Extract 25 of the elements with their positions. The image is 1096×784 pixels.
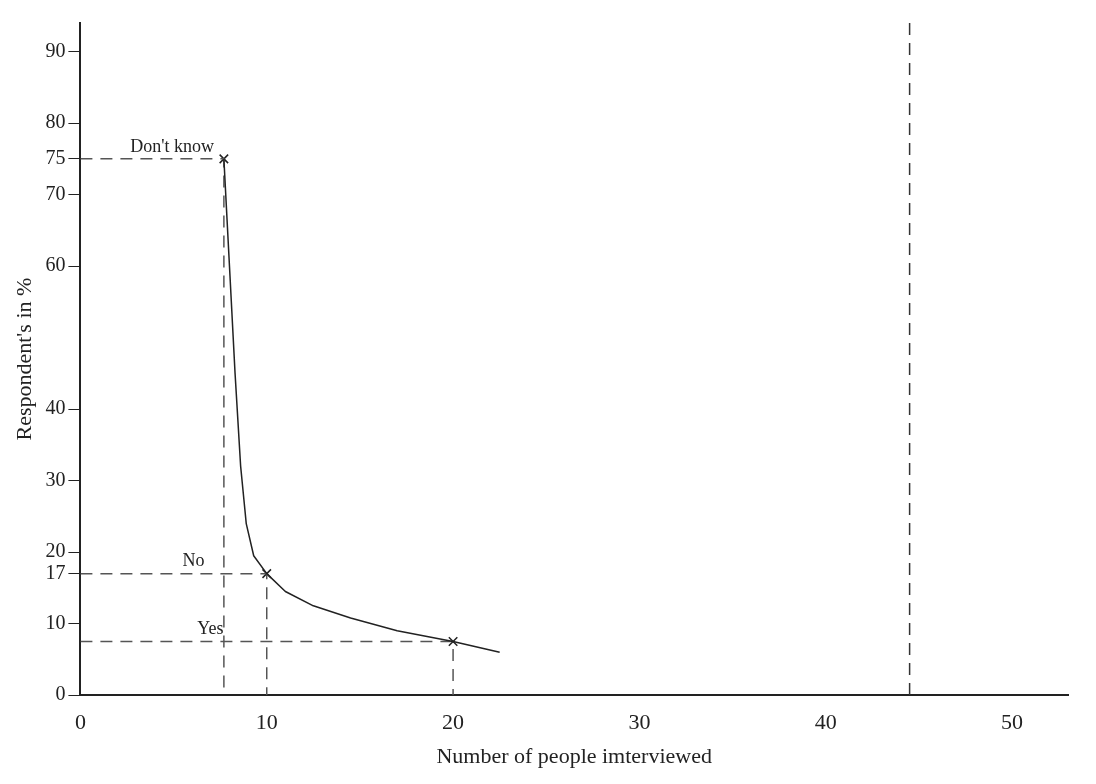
y-tick-label: 17 [45,560,66,583]
y-tick-label: 0 [55,682,66,705]
point [448,636,459,647]
series-label: No [182,550,205,571]
series-label: Yes [197,618,224,639]
point [218,153,229,164]
y-tick-label: 60 [45,253,66,276]
y-tick-label: 80 [45,110,66,133]
point [261,568,272,579]
y-tick-label: 75 [45,146,66,169]
x-axis-title: Number of people imterviewed [436,742,712,768]
y-tick-label: 40 [45,396,66,419]
y-tick-label: 30 [45,467,66,490]
y-tick-label: 70 [45,181,66,204]
y-tick-label: 90 [45,38,66,61]
x-tick-label: 40 [814,709,837,735]
x-tick-label: 20 [442,709,465,735]
series-label: Don't know [130,135,215,156]
x-tick-label: 0 [74,709,86,735]
x-tick-label: 50 [1001,709,1024,735]
x-tick-label: 30 [628,709,651,735]
y-tick-label: 20 [45,539,66,562]
y-tick-label: 10 [45,610,66,633]
y-axis-title: Respondent's in % [10,277,36,441]
x-tick-label: 10 [255,709,278,735]
